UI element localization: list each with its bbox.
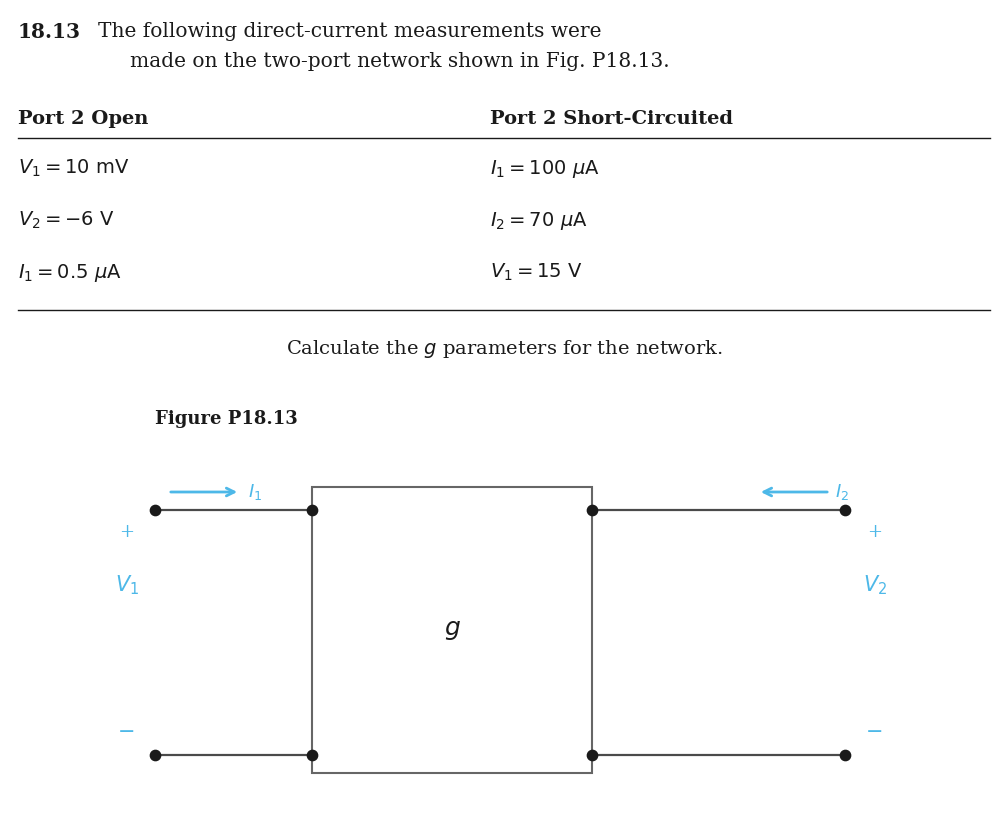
Text: made on the two-port network shown in Fig. P18.13.: made on the two-port network shown in Fi…	[130, 52, 669, 71]
Text: $I_2 = 70\ \mu\mathrm{A}$: $I_2 = 70\ \mu\mathrm{A}$	[490, 210, 588, 232]
Text: $I_1$: $I_1$	[248, 482, 262, 502]
Text: Figure P18.13: Figure P18.13	[155, 410, 297, 428]
Text: 18.13: 18.13	[18, 22, 81, 42]
Text: $I_2$: $I_2$	[835, 482, 849, 502]
Text: $V_1 = 10\ \mathrm{mV}$: $V_1 = 10\ \mathrm{mV}$	[18, 158, 130, 179]
Text: $V_2$: $V_2$	[863, 573, 887, 597]
Point	[837, 504, 853, 517]
Text: $I_1 = 0.5\ \mu\mathrm{A}$: $I_1 = 0.5\ \mu\mathrm{A}$	[18, 262, 122, 284]
Point	[147, 748, 163, 762]
Text: Calculate the $g$ parameters for the network.: Calculate the $g$ parameters for the net…	[285, 338, 723, 360]
Text: $g$: $g$	[444, 619, 461, 642]
Point	[584, 748, 600, 762]
Text: $V_1$: $V_1$	[115, 573, 139, 597]
Text: −: −	[118, 724, 136, 743]
Point	[304, 504, 321, 517]
Point	[147, 504, 163, 517]
Text: Port 2 Open: Port 2 Open	[18, 110, 148, 128]
Text: +: +	[120, 523, 134, 541]
Bar	[312, 487, 592, 773]
Text: The following direct-current measurements were: The following direct-current measurement…	[98, 22, 602, 41]
Text: +: +	[868, 523, 882, 541]
Text: $V_2 = {-6}\ \mathrm{V}$: $V_2 = {-6}\ \mathrm{V}$	[18, 210, 115, 232]
Point	[837, 748, 853, 762]
Text: −: −	[866, 724, 884, 743]
Point	[584, 504, 600, 517]
Text: $V_1 = 15\ \mathrm{V}$: $V_1 = 15\ \mathrm{V}$	[490, 262, 583, 284]
Text: Port 2 Short-Circuited: Port 2 Short-Circuited	[490, 110, 733, 128]
Point	[304, 748, 321, 762]
Text: $I_1 = 100\ \mu\mathrm{A}$: $I_1 = 100\ \mu\mathrm{A}$	[490, 158, 600, 180]
